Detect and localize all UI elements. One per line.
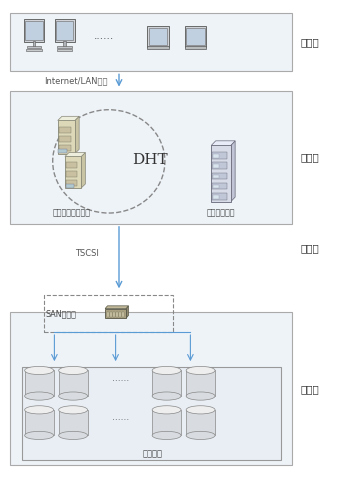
Bar — [186, 410, 215, 435]
Polygon shape — [231, 141, 235, 202]
Bar — [65, 156, 81, 188]
Polygon shape — [126, 306, 129, 318]
Bar — [152, 370, 181, 396]
Text: 接口层: 接口层 — [301, 244, 320, 253]
Text: DHT: DHT — [132, 153, 167, 167]
Polygon shape — [211, 141, 235, 146]
Ellipse shape — [58, 431, 88, 439]
Bar — [57, 46, 72, 48]
Bar — [58, 410, 88, 435]
Bar — [66, 162, 78, 168]
Bar — [212, 183, 227, 189]
Bar — [33, 41, 35, 47]
Bar — [212, 173, 227, 179]
Bar — [27, 46, 41, 48]
Bar — [10, 13, 292, 71]
Bar — [185, 26, 206, 47]
Ellipse shape — [186, 431, 215, 439]
Bar — [58, 121, 75, 154]
Bar — [107, 312, 109, 317]
Ellipse shape — [186, 392, 215, 400]
Text: Internet/LAN接入: Internet/LAN接入 — [44, 76, 108, 85]
Ellipse shape — [152, 431, 181, 439]
Text: ......: ...... — [94, 31, 114, 41]
Text: TSCSI: TSCSI — [75, 249, 99, 258]
Bar — [26, 21, 42, 40]
Ellipse shape — [152, 406, 181, 414]
Bar — [119, 312, 121, 317]
Text: 存储层: 存储层 — [301, 384, 320, 394]
Ellipse shape — [24, 367, 54, 374]
Ellipse shape — [58, 367, 88, 374]
Text: 存储设备: 存储设备 — [143, 450, 163, 459]
Polygon shape — [105, 306, 129, 308]
Bar — [24, 19, 44, 42]
Bar — [105, 308, 126, 318]
Bar — [59, 126, 71, 133]
Bar — [152, 410, 181, 435]
Bar — [22, 367, 280, 460]
Bar — [113, 312, 115, 317]
Bar — [66, 171, 78, 177]
Polygon shape — [75, 116, 79, 154]
Text: SAN交换机: SAN交换机 — [46, 309, 77, 318]
Ellipse shape — [152, 367, 181, 374]
Bar — [212, 152, 227, 159]
Bar — [58, 150, 67, 153]
Bar — [211, 146, 231, 202]
Bar — [213, 185, 220, 188]
Ellipse shape — [24, 392, 54, 400]
Text: 管理层: 管理层 — [301, 153, 320, 162]
Bar — [66, 184, 74, 187]
Bar — [213, 195, 220, 199]
Bar — [185, 46, 206, 49]
Ellipse shape — [186, 406, 215, 414]
Ellipse shape — [152, 392, 181, 400]
Bar — [186, 28, 205, 45]
Polygon shape — [65, 153, 85, 156]
Bar — [122, 312, 124, 317]
Text: ......: ...... — [112, 374, 129, 383]
Bar — [116, 312, 118, 317]
Bar — [149, 28, 167, 45]
Bar — [25, 410, 54, 435]
Bar — [55, 19, 74, 42]
Bar — [212, 162, 227, 169]
Ellipse shape — [58, 392, 88, 400]
Ellipse shape — [186, 367, 215, 374]
Bar — [213, 154, 220, 158]
Bar — [25, 370, 54, 396]
Bar — [26, 49, 42, 51]
Ellipse shape — [58, 406, 88, 414]
Bar — [213, 164, 220, 168]
Bar — [110, 312, 112, 317]
Bar — [66, 180, 78, 186]
Bar — [212, 193, 227, 200]
Text: 客户端: 客户端 — [301, 37, 320, 47]
Polygon shape — [81, 153, 85, 188]
Bar — [57, 49, 72, 51]
Bar — [59, 145, 71, 152]
Bar — [10, 312, 292, 465]
Text: ......: ...... — [112, 413, 129, 422]
Ellipse shape — [24, 431, 54, 439]
Bar — [147, 46, 169, 49]
Bar — [186, 370, 215, 396]
Text: 云存储服务器: 云存储服务器 — [207, 209, 235, 217]
Bar — [147, 26, 169, 47]
Ellipse shape — [24, 406, 54, 414]
Polygon shape — [58, 116, 79, 121]
Bar — [58, 370, 88, 396]
Bar — [44, 295, 173, 332]
Bar — [59, 136, 71, 142]
Text: 分散式存储管理器: 分散式存储管理器 — [52, 209, 90, 217]
Bar — [10, 91, 292, 224]
Bar — [64, 41, 66, 47]
Bar — [213, 175, 220, 178]
Bar — [56, 21, 73, 40]
